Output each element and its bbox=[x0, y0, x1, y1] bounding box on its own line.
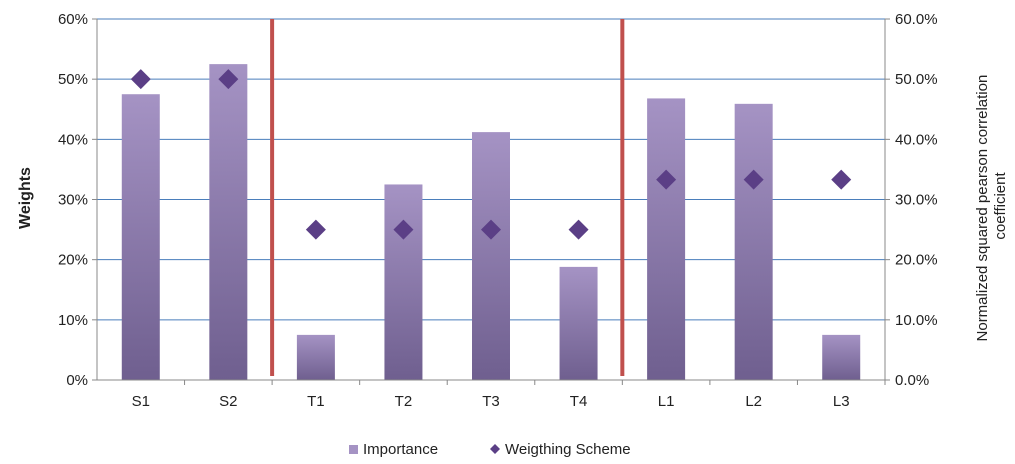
bar-importance bbox=[384, 184, 423, 380]
left-tick-label: 60% bbox=[58, 11, 88, 28]
x-tick-label: T1 bbox=[307, 393, 325, 410]
marker-weighting bbox=[743, 169, 764, 190]
right-tick-labels: 0.0% 10.0% 20.0% 30.0% 40.0% 50.0% 60.0% bbox=[895, 11, 938, 389]
legend: Importance Weigthing Scheme bbox=[349, 441, 631, 458]
x-tick-label: T2 bbox=[395, 393, 413, 410]
y-axis-label: Weights bbox=[17, 167, 34, 229]
bars bbox=[121, 64, 861, 381]
marker-weighting bbox=[130, 69, 151, 90]
x-tick-label: L3 bbox=[833, 393, 850, 410]
left-tick-label: 40% bbox=[58, 131, 88, 148]
marker-weighting bbox=[656, 169, 677, 190]
left-tick-label: 0% bbox=[66, 372, 88, 389]
left-tick-label: 20% bbox=[58, 252, 88, 269]
bar-importance bbox=[647, 98, 686, 381]
marker-weighting bbox=[568, 219, 589, 240]
x-tick-label: L1 bbox=[658, 393, 675, 410]
left-tick-label: 50% bbox=[58, 71, 88, 88]
bar-importance bbox=[296, 334, 335, 380]
marker-weighting bbox=[393, 219, 414, 240]
marker-weighting bbox=[831, 169, 852, 190]
right-tick-label: 0.0% bbox=[895, 372, 929, 389]
legend-label-weighting: Weigthing Scheme bbox=[505, 441, 631, 458]
y2-axis-label-line-2: coefficient bbox=[992, 172, 1009, 240]
group-separators bbox=[270, 19, 625, 376]
legend-marker-weighting bbox=[490, 444, 500, 454]
left-tick-label: 30% bbox=[58, 192, 88, 209]
x-tick-labels: S1 S2 T1 T2 T3 T4 L1 L2 L3 bbox=[132, 380, 886, 410]
x-tick-label: S1 bbox=[132, 393, 150, 410]
bar-importance bbox=[472, 132, 510, 380]
bar-importance bbox=[822, 334, 861, 380]
x-tick-label: T3 bbox=[482, 393, 500, 410]
markers bbox=[130, 69, 852, 240]
right-tick-label: 10.0% bbox=[895, 312, 938, 329]
marker-weighting bbox=[305, 219, 326, 240]
x-tick-label: S2 bbox=[219, 393, 237, 410]
x-tick-label: T4 bbox=[570, 393, 588, 410]
y2-axis-label: Normalized squared pearson correlation c… bbox=[974, 71, 1009, 342]
bar-importance bbox=[121, 94, 160, 380]
legend-swatch-importance bbox=[349, 445, 358, 454]
right-tick-label: 40.0% bbox=[895, 131, 938, 148]
bar-importance bbox=[559, 266, 598, 380]
right-tick-label: 60.0% bbox=[895, 11, 938, 28]
right-tick-label: 50.0% bbox=[895, 71, 938, 88]
marker-weighting bbox=[481, 219, 501, 240]
right-tick-label: 30.0% bbox=[895, 192, 938, 209]
bar-importance bbox=[734, 103, 773, 381]
marker-weighting bbox=[218, 69, 239, 90]
right-tick-label: 20.0% bbox=[895, 252, 938, 269]
x-tick-label: L2 bbox=[745, 393, 762, 410]
left-tick-label: 10% bbox=[58, 312, 88, 329]
axes bbox=[96, 19, 886, 381]
left-tick-labels: 0% 10% 20% 30% 40% 50% 60% bbox=[58, 11, 88, 389]
legend-label-importance: Importance bbox=[363, 441, 438, 458]
y2-axis-label-line-1: Normalized squared pearson correlation bbox=[974, 75, 991, 342]
bar-importance bbox=[209, 64, 248, 380]
